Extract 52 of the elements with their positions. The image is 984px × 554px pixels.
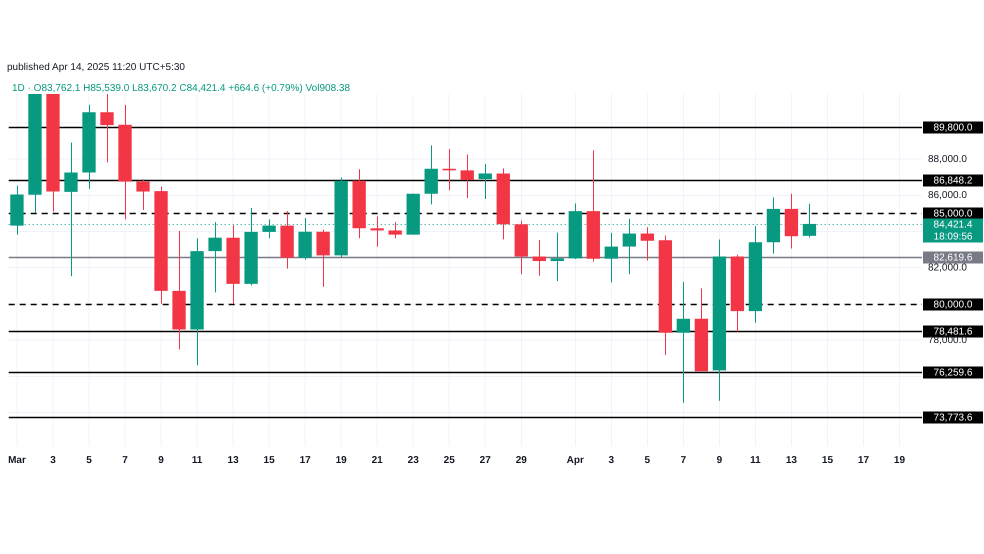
candlestick — [460, 154, 474, 199]
y-tick-label: 88,000.0 — [928, 154, 968, 165]
x-tick-label: 17 — [858, 454, 870, 466]
candlestick — [388, 222, 402, 239]
x-tick-label: 27 — [480, 454, 492, 466]
chart-subtitle: 1D · O83,762.1 H85,539.0 L83,670.2 C84,421.4 +664.6 (+0.79%) Vol908.38 — [12, 83, 350, 94]
x-tick-label: 9 — [716, 454, 723, 466]
ref-line-label: 73,773.6 — [934, 412, 973, 424]
x-tick-label: Mar — [8, 454, 26, 466]
x-tick-label: 9 — [158, 454, 164, 466]
x-tick-label: 3 — [50, 454, 56, 466]
x-tick-label: 21 — [372, 454, 384, 466]
x-tick-label: 7 — [122, 454, 128, 466]
candlestick — [100, 94, 114, 163]
x-tick-label: 15 — [264, 454, 276, 466]
chart-title: published Apr 14, 2025 11:20 UTC+5:30 — [7, 62, 185, 73]
candlestick — [442, 148, 456, 191]
x-tick-label: 11 — [750, 454, 762, 466]
x-tick-label: Apr — [566, 454, 584, 466]
ref-line-label: 80,000.0 — [934, 299, 973, 310]
x-tick-label: 13 — [786, 454, 798, 466]
candlestick — [550, 232, 564, 282]
y-tick-label: 78,000.0 — [928, 334, 968, 346]
x-tick-label: 7 — [680, 454, 687, 466]
candlestick — [478, 163, 492, 200]
x-tick-label: 19 — [336, 454, 348, 466]
x-tick-label: 23 — [408, 454, 420, 466]
x-tick-label: 29 — [516, 454, 528, 466]
x-tick-label: 17 — [300, 454, 312, 466]
ref-line-label: 82,619.6 — [934, 252, 973, 264]
candlestick — [532, 239, 546, 276]
ref-line-label: 85,000.0 — [934, 208, 973, 220]
x-tick-label: 11 — [192, 454, 203, 466]
x-tick-label: 19 — [894, 454, 906, 466]
ref-line-label: 78,481.6 — [934, 326, 973, 338]
ref-line-label: 76,259.6 — [934, 367, 973, 378]
candlestick — [136, 178, 150, 211]
candlestick — [604, 232, 618, 283]
y-tick-label: 86,000.0 — [928, 190, 968, 202]
ref-line-label: 89,800.0 — [934, 122, 973, 134]
x-tick-label: 13 — [228, 454, 240, 466]
y-tick-label: 82,000.0 — [928, 262, 968, 274]
ref-line-label: 86,848.2 — [934, 175, 973, 186]
candlestick — [640, 226, 654, 261]
x-tick-label: 5 — [86, 454, 92, 466]
candlestick — [370, 216, 384, 248]
x-tick-label: 15 — [822, 454, 834, 466]
x-tick-label: 3 — [608, 454, 615, 466]
candlestick — [316, 229, 330, 288]
x-tick-label: 5 — [644, 454, 651, 466]
x-tick-label: 25 — [444, 454, 456, 466]
ref-line-label: 84,421.4 18:09:56 — [934, 219, 973, 242]
